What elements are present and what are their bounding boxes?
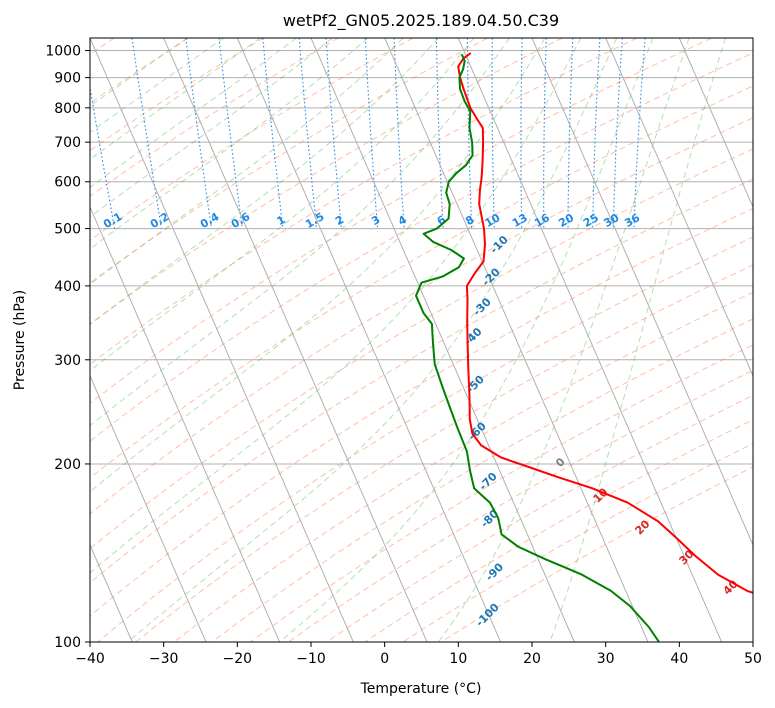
grid-lines	[90, 50, 753, 642]
isotherm-line	[678, 38, 753, 209]
y-tick-label: 500	[54, 222, 81, 238]
isotherms	[90, 38, 753, 642]
dry-adiabat-line	[90, 117, 753, 515]
y-tick-label: 200	[54, 457, 81, 473]
dry-adiabat-line	[90, 207, 753, 617]
y-tick-label: 700	[54, 135, 81, 151]
dry-adiabat-line	[90, 38, 638, 365]
isotherm-line	[90, 374, 207, 642]
x-tick-label: −30	[149, 651, 179, 667]
y-tick-label: 100	[54, 635, 81, 651]
dry-adiabat-line	[250, 344, 753, 642]
moist-adiabat-line	[90, 38, 188, 107]
dry-adiabats	[90, 38, 753, 642]
y-tick-label: 900	[54, 71, 81, 87]
dry-adiabat-line	[440, 466, 753, 642]
x-tick-label: 30	[597, 651, 615, 667]
moist-adiabat-line	[279, 38, 654, 642]
dry-adiabat-line	[90, 38, 339, 197]
dry-adiabat-line	[90, 148, 753, 550]
dry-adiabat-line	[364, 419, 753, 642]
mixing-ratio-line	[131, 38, 163, 229]
isotherm-line	[310, 38, 575, 642]
moist-adiabat-line	[90, 38, 439, 325]
dry-adiabat-line	[90, 38, 563, 325]
moist-adiabat-line	[127, 38, 618, 642]
x-tick-label: 10	[449, 651, 467, 667]
dry-adiabat-line	[90, 52, 753, 442]
plot-area: 0.1 0.2 0.4 0.6 1 1.5 2 3 4 6 8 10 13 16 20 25 30 36-100-…	[90, 38, 753, 642]
isotherm-line	[384, 38, 649, 642]
chart-title: wetPf2_GN05.2025.189.04.50.C39	[283, 11, 559, 31]
y-tick-label: 300	[54, 353, 81, 369]
y-axis-label: Pressure (hPa)	[12, 290, 28, 390]
mixing-ratio-line	[185, 38, 213, 229]
moist-adiabat-line	[90, 38, 510, 427]
isotherm-line	[457, 38, 723, 642]
isotherm-line	[236, 38, 502, 642]
dry-adiabat-line	[90, 38, 712, 404]
moist-adiabat-line	[90, 38, 404, 285]
isotherm-line	[163, 38, 428, 642]
moist-adiabat-line	[90, 38, 297, 188]
x-axis-label: Temperature (°C)	[360, 681, 482, 697]
moist-adiabat-line	[90, 38, 225, 134]
y-tick-label: 600	[54, 175, 81, 191]
moist-adiabat-line	[90, 38, 369, 250]
dry-adiabat-line	[402, 442, 753, 642]
dry-adiabat-line	[90, 85, 753, 479]
moist-adiabat-line	[549, 38, 727, 642]
y-axis-ticks: 100 200 300 400 500 600 700 800 900 1000	[45, 44, 90, 651]
x-tick-label: 20	[523, 651, 541, 667]
isotherm-line	[531, 38, 753, 547]
profile-series	[415, 52, 753, 642]
y-tick-label: 1000	[45, 44, 81, 60]
dry-adiabat-line	[326, 394, 753, 642]
temperature-profile-line	[457, 52, 753, 594]
moist-adiabats	[90, 38, 727, 642]
moist-adiabat-line	[437, 38, 690, 642]
x-tick-label: −20	[223, 651, 253, 667]
moist-adiabat-line	[90, 38, 261, 160]
x-tick-label: −40	[75, 651, 105, 667]
x-tick-label: 0	[380, 651, 389, 667]
mixing-ratio-line	[90, 84, 116, 229]
x-tick-label: 50	[744, 651, 762, 667]
x-axis-ticks: −40 −30 −20 −10 0 10 20 30 40 50	[75, 642, 762, 667]
isotherm-line	[605, 38, 753, 378]
x-tick-label: −10	[296, 651, 326, 667]
moist-adiabat-line	[90, 38, 333, 218]
mixing-ratio-lines	[90, 38, 646, 229]
y-tick-label: 400	[54, 279, 81, 295]
y-tick-label: 800	[54, 101, 81, 117]
x-tick-label: 40	[670, 651, 688, 667]
isotherm-line	[90, 38, 354, 642]
moist-adiabat-line	[90, 38, 475, 372]
plot-frame	[89, 37, 754, 643]
moist-adiabat-line	[90, 38, 582, 574]
dewpoint-profile-line	[415, 53, 660, 642]
isotherm-line	[90, 205, 281, 642]
dry-adiabat-line	[288, 369, 753, 642]
